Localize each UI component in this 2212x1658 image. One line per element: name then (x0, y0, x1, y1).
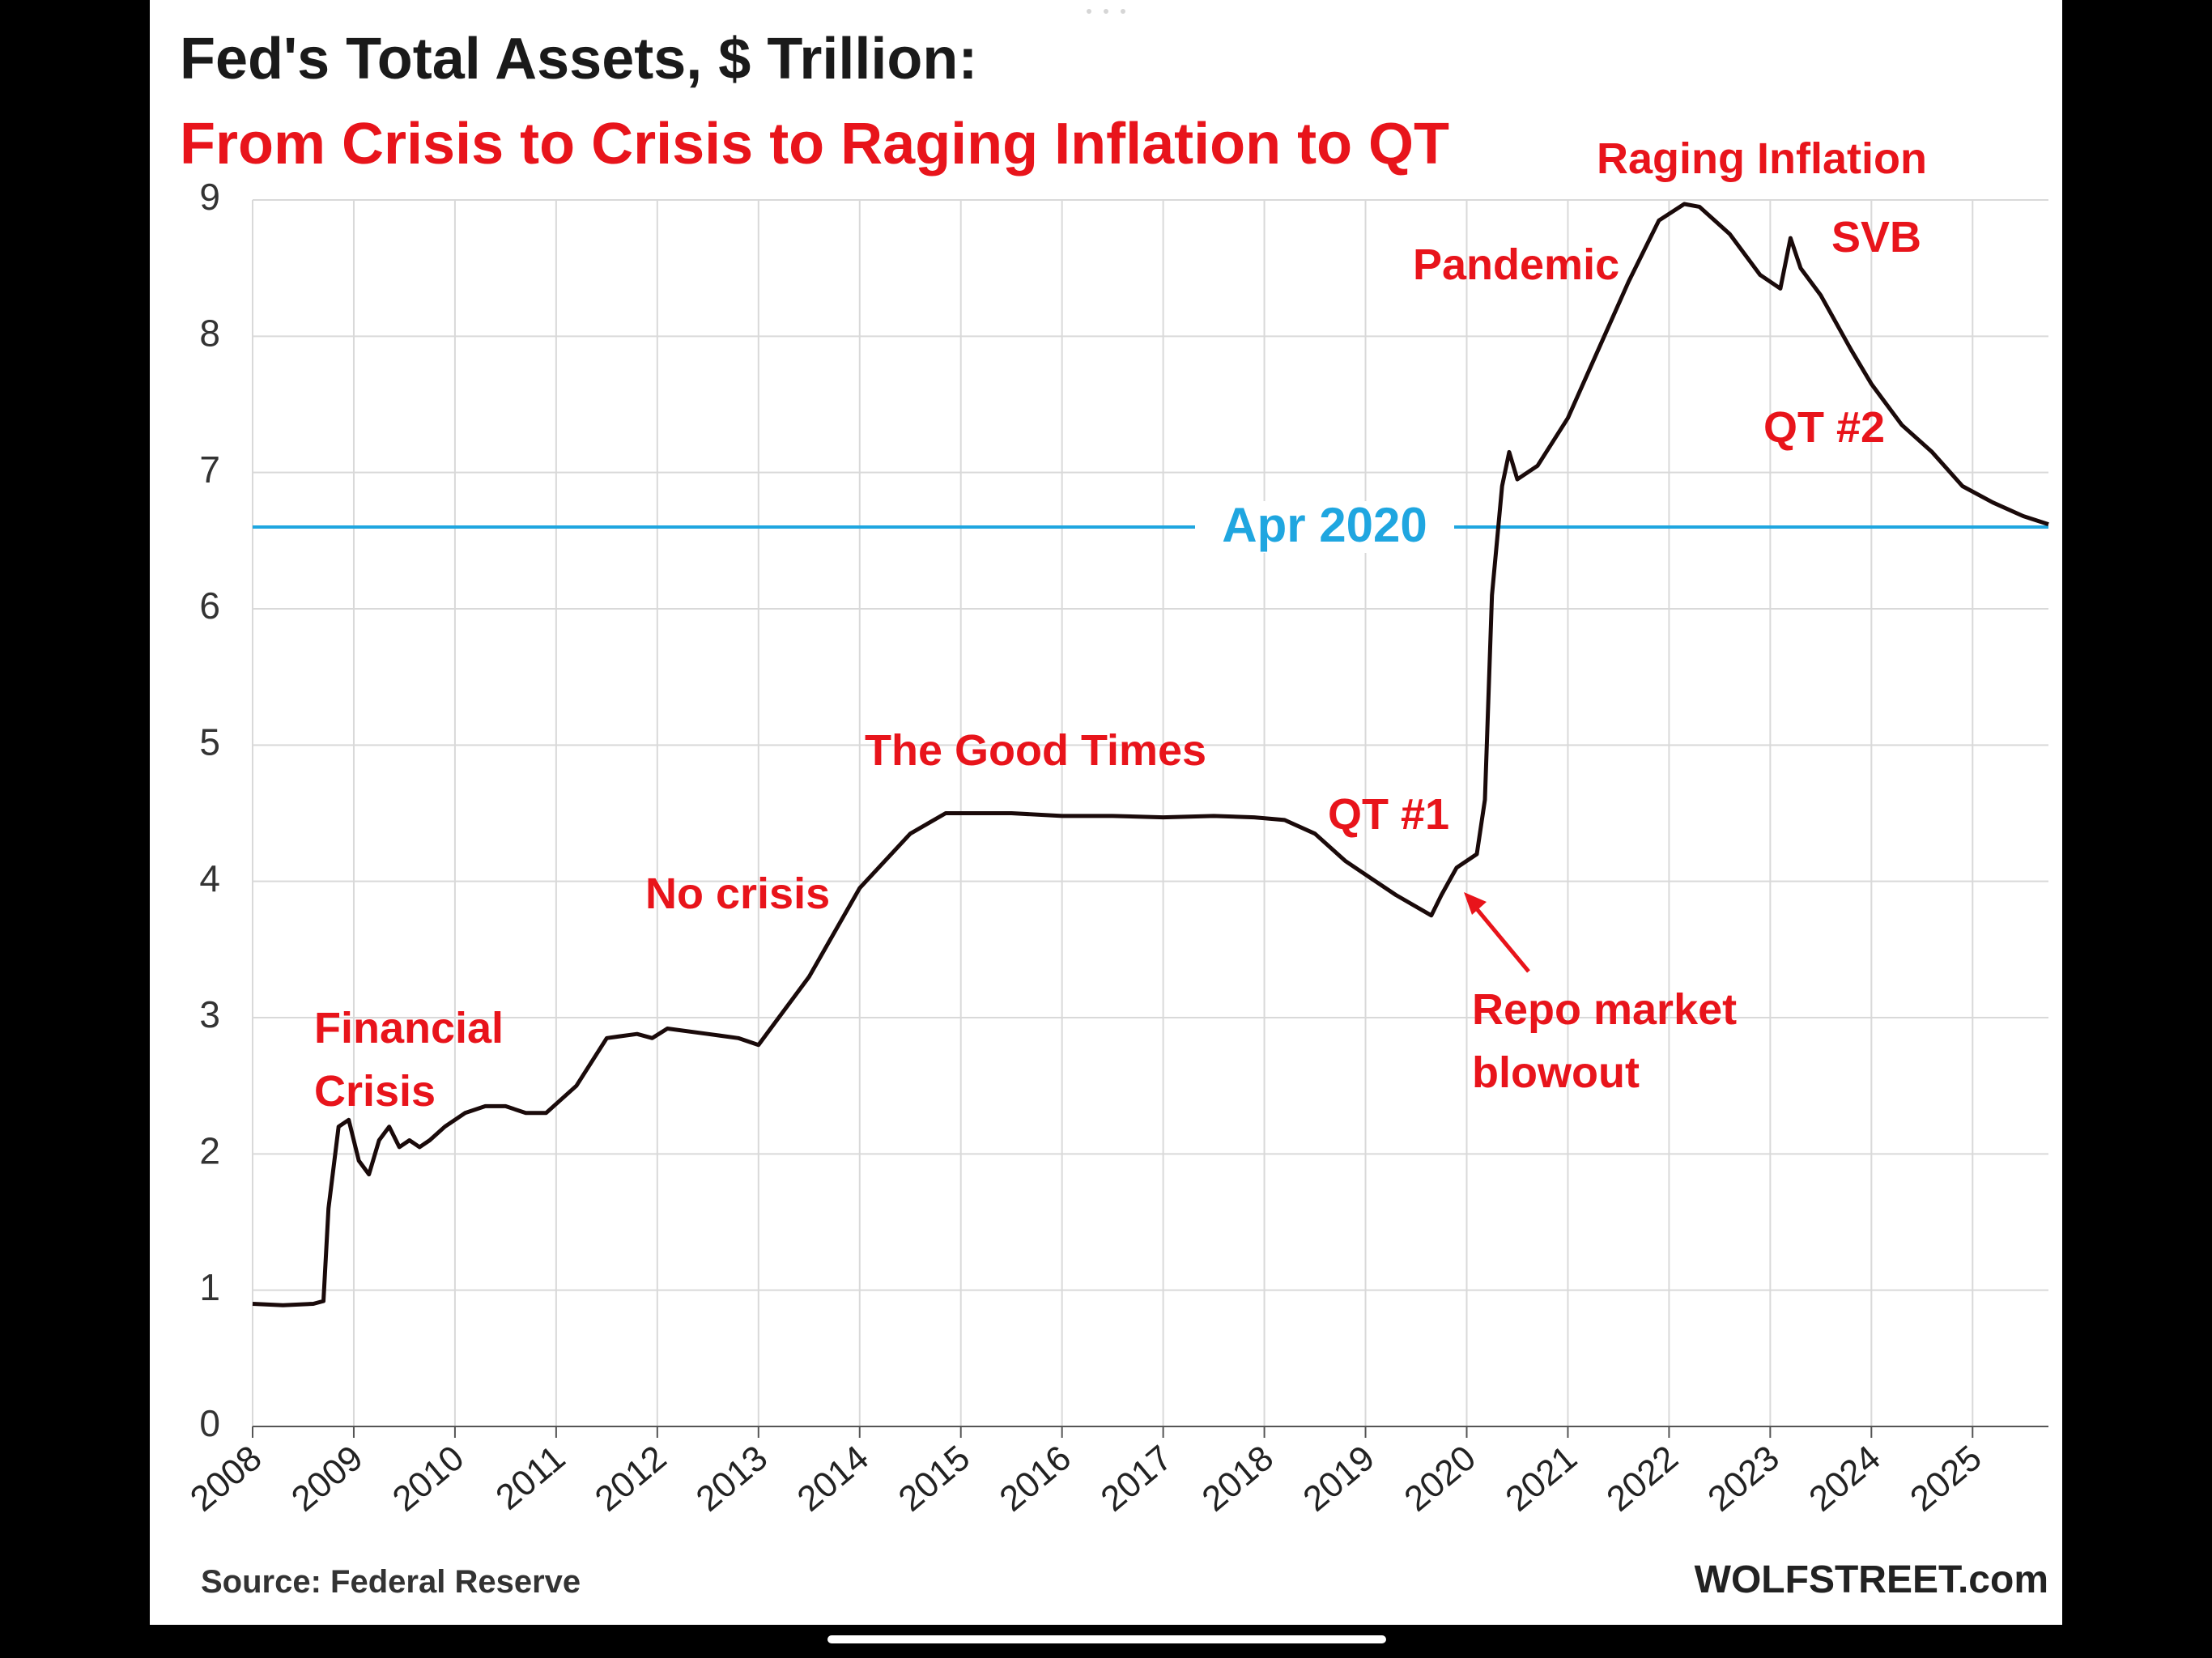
annotation-financial: Financial (314, 1004, 504, 1052)
x-tick-label: 2008 (183, 1438, 269, 1519)
reference-label: Apr 2020 (1222, 498, 1427, 552)
y-tick-label: 7 (199, 449, 220, 491)
chart-card (150, 0, 2062, 1625)
annotation-no-crisis: No crisis (645, 869, 830, 918)
annotation-good-times: The Good Times (865, 726, 1206, 775)
annotation-svb: SVB (1831, 213, 1921, 261)
x-tick-label: 2019 (1295, 1438, 1381, 1519)
reference-label-background (1195, 501, 1454, 553)
annotation-raging-inflation: Raging Inflation (1597, 134, 1927, 183)
annotation-crisis: Crisis (314, 1067, 436, 1116)
more-dots-icon[interactable] (1087, 6, 1125, 16)
x-tick-label: 2011 (488, 1438, 572, 1517)
annotation-blowout: blowout (1472, 1048, 1640, 1097)
home-indicator[interactable] (827, 1635, 1386, 1643)
x-axis: 2008 2009 2010 2011 2012 2013 2014 2015 2016 2017… (183, 1426, 2048, 1520)
y-tick-label: 6 (199, 585, 220, 627)
repo-arrow-shaft (1472, 903, 1530, 973)
y-tick-label: 5 (199, 721, 220, 763)
repo-arrow-head (1464, 892, 1487, 915)
x-tick-label: 2016 (993, 1438, 1078, 1519)
gridlines (252, 199, 2048, 1427)
x-tick-label: 2014 (790, 1438, 876, 1519)
x-tick-label: 2012 (588, 1438, 674, 1519)
y-tick-label: 2 (199, 1129, 220, 1171)
x-tick-label: 2022 (1599, 1438, 1685, 1519)
credit-note: WOLFSTREET.com (1695, 1558, 2048, 1601)
y-axis: 0 1 2 3 4 5 6 7 8 9 (199, 176, 220, 1444)
x-tick-label: 2025 (1903, 1438, 1989, 1519)
x-tick-label: 2017 (1094, 1438, 1180, 1519)
x-tick-label: 2021 (1498, 1438, 1584, 1519)
annotation-pandemic: Pandemic (1413, 240, 1619, 289)
x-tick-label: 2018 (1195, 1438, 1281, 1519)
annotation-repo-market: Repo market (1472, 985, 1737, 1034)
y-tick-label: 1 (199, 1266, 220, 1308)
y-tick-label: 8 (199, 312, 220, 354)
y-tick-label: 3 (199, 993, 220, 1035)
chart-title: Fed's Total Assets, $ Trillion: (180, 27, 977, 91)
y-tick-label: 9 (199, 176, 220, 218)
y-tick-label: 4 (199, 857, 220, 899)
x-tick-label: 2015 (891, 1438, 977, 1519)
annotation-qt2: QT #2 (1763, 403, 1885, 452)
annotation-qt1: QT #1 (1328, 790, 1449, 839)
series-line (252, 202, 2049, 1307)
x-tick-label: 2024 (1802, 1438, 1887, 1519)
source-note: Source: Federal Reserve (201, 1564, 581, 1600)
x-tick-label: 2010 (385, 1438, 471, 1519)
x-tick-label: 2020 (1397, 1438, 1482, 1519)
chart-subtitle: From Crisis to Crisis to Raging Inflatio… (180, 112, 1449, 176)
x-tick-label: 2023 (1700, 1438, 1786, 1519)
y-tick-label: 0 (199, 1402, 220, 1444)
x-tick-label: 2009 (284, 1438, 370, 1519)
x-tick-label: 2013 (689, 1438, 775, 1519)
